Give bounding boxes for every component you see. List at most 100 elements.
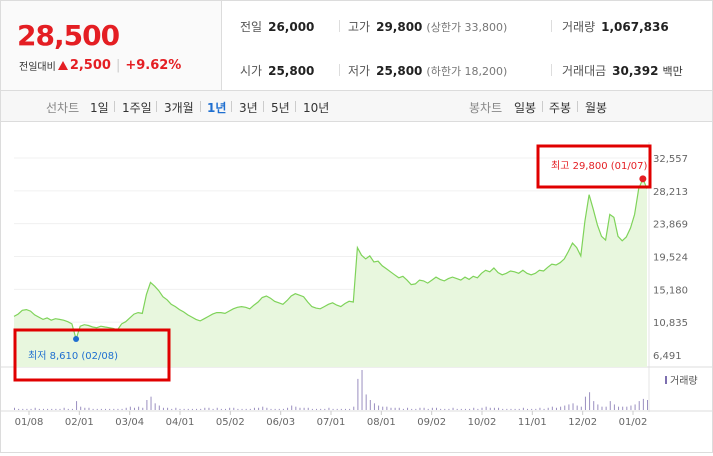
volume-bar [142, 407, 144, 410]
volume-bar [187, 408, 189, 410]
volume-bar [539, 407, 541, 410]
volume-bar [473, 407, 475, 410]
x-tick-label: 08/01 [367, 417, 396, 428]
x-tick-label: 10/02 [468, 417, 497, 428]
stat-low: 저가 25,800 (하한가 18,200) [348, 62, 507, 79]
volume-bar [493, 407, 495, 410]
stat-volume: 거래량 1,067,836 [562, 18, 669, 35]
chart-range-bar: 선차트 1일 1주일 3개월 1년 3년 5년 10년 봉차트 일봉 주봉 월봉 [0, 90, 713, 122]
volume-bar [204, 407, 206, 410]
stat-high: 고가 29,800 (상한가 33,800) [348, 18, 507, 35]
volume-bar [249, 408, 251, 410]
volume-bar [59, 408, 61, 410]
volume-bar [225, 408, 226, 410]
volume-bar [386, 406, 388, 410]
price-summary: 28,500 전일대비 2,500 | +9.62% 전일 26,000 고가 29… [0, 0, 713, 91]
change-amount: 2,500 [69, 58, 111, 73]
volume-bar [167, 407, 169, 410]
stat-value: 25,800 [376, 64, 423, 78]
y-tick-label: 32,557 [653, 154, 688, 165]
volume-bar [30, 408, 32, 410]
volume-bar [378, 405, 380, 410]
range-weekly-candle[interactable]: 주봉 [549, 101, 572, 115]
volume-bar [609, 401, 611, 410]
volume-bar [121, 408, 123, 410]
volume-bar [229, 407, 231, 410]
volume-bar [274, 408, 276, 410]
divider [551, 64, 552, 76]
volume-bar [357, 378, 359, 410]
volume-bar [316, 408, 318, 410]
volume-bar [291, 405, 293, 410]
divider [339, 64, 340, 76]
volume-bar [183, 408, 185, 410]
volume-legend-swatch [665, 376, 667, 384]
high-highlight-box [536, 144, 652, 189]
volume-bar [634, 404, 636, 410]
range-3month[interactable]: 3개월 [164, 101, 194, 115]
volume-bar [431, 407, 433, 410]
current-price-box: 28,500 전일대비 2,500 | +9.62% [1, 1, 222, 91]
x-axis-ticks: 01/08 02/01 03/04 04/01 05/02 06/03 07/01 08/01… [15, 411, 647, 428]
volume-bar [423, 407, 425, 410]
x-tick-label: 09/02 [417, 417, 446, 428]
volume-bar [481, 407, 483, 410]
range-1day[interactable]: 1일 [90, 101, 109, 115]
range-1week[interactable]: 1주일 [122, 101, 152, 115]
volume-bar [419, 407, 421, 410]
volume-bar [411, 408, 413, 410]
volume-bar [522, 407, 524, 410]
range-3year[interactable]: 3년 [239, 101, 258, 115]
volume-bar [452, 407, 454, 410]
volume-bar [369, 400, 371, 410]
range-monthly-candle[interactable]: 월봉 [585, 101, 608, 115]
volume-bar [138, 406, 140, 410]
volume-bar [402, 408, 404, 410]
y-tick-label: 23,869 [653, 220, 688, 231]
volume-bar [212, 408, 214, 410]
volume-bar [303, 407, 305, 410]
volume-bar [71, 408, 73, 410]
volume-bar [233, 407, 235, 410]
price-chart: 32,557 28,213 23,869 19,524 15,180 10,835 6,49… [0, 122, 713, 453]
range-daily-candle[interactable]: 일봉 [514, 101, 537, 115]
stat-key: 저가 [348, 64, 371, 78]
x-tick-label: 02/01 [65, 417, 94, 428]
change-rate: +9.62% [125, 58, 182, 73]
divider [231, 101, 232, 112]
volume-bar [448, 408, 450, 410]
volume-bar [80, 406, 82, 410]
volume-bar [63, 407, 65, 410]
volume-bar [179, 408, 181, 410]
volume-bar [258, 407, 260, 410]
volume-bar [282, 408, 284, 410]
volume-bar [353, 406, 355, 410]
divider [577, 101, 578, 112]
high-point-marker [639, 175, 647, 183]
range-5year[interactable]: 5년 [271, 101, 290, 115]
volume-bar [485, 406, 487, 410]
volume-bar [543, 408, 545, 410]
stat-value: 29,800 [376, 20, 423, 34]
range-1year[interactable]: 1년 [207, 101, 227, 115]
volume-bar [560, 406, 562, 410]
volume-bar [241, 408, 243, 410]
up-triangle-icon [57, 61, 68, 70]
y-axis-ticks: 32,557 28,213 23,869 19,524 15,180 10,835 6,49… [653, 154, 688, 362]
volume-bar [34, 407, 36, 410]
volume-bar [361, 370, 363, 410]
price-line [13, 177, 648, 342]
volume-bar [349, 408, 351, 410]
volume-bar [415, 408, 417, 410]
volume-bar [295, 406, 297, 410]
stat-sub: (상한가 33,800) [426, 21, 508, 34]
price-area [14, 178, 647, 367]
range-10year[interactable]: 10년 [303, 101, 330, 115]
volume-bar [220, 408, 222, 410]
stat-value: 30,392 [612, 64, 659, 78]
volume-bar [336, 408, 338, 410]
volume-bar [324, 408, 326, 410]
volume-bar [547, 407, 549, 410]
high-annotation: 최고 29,800 (01/07) [551, 160, 647, 172]
volume-bar [26, 408, 28, 410]
